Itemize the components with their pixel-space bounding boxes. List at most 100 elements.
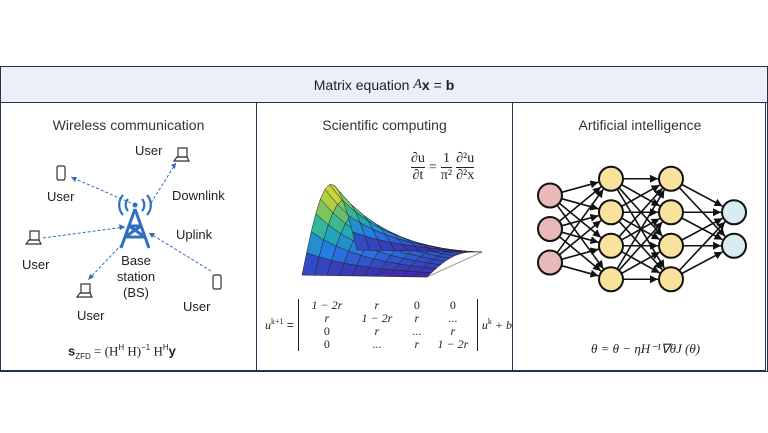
eq-part: H) — [124, 343, 142, 359]
connection-arrow — [621, 184, 661, 208]
connection-arrow — [681, 251, 723, 275]
hidden-node — [598, 199, 624, 226]
connection-arrow — [681, 217, 723, 241]
matrix-cell: 1 − 2r — [361, 311, 393, 325]
eq-part: H — [162, 343, 169, 352]
input-node — [537, 182, 563, 209]
panel-title: Wireless communication — [52, 117, 205, 133]
connection-arrow — [558, 219, 602, 256]
eq-part: H — [118, 343, 125, 352]
eq-part: −1 — [141, 343, 151, 352]
matrix-cell: r — [374, 298, 380, 312]
header-eq: = — [429, 76, 446, 93]
link-arrow — [70, 176, 132, 204]
user-label: User — [47, 189, 75, 204]
matrix-cell: ... — [412, 324, 422, 338]
user-label: User — [77, 308, 105, 323]
panel-scientific: Scientific computing ∂u ∂t = 1 π² ∂²u ∂²x u… — [256, 102, 513, 372]
output-node — [721, 232, 747, 259]
zfd-equation: sZFD = (HH H)−1 HHy — [68, 343, 176, 361]
matrix-cell: 1 − 2r — [311, 298, 343, 312]
matrix-cell: 0 — [323, 324, 330, 338]
eq-part: k — [487, 317, 492, 326]
header-text: Matrix equation — [313, 76, 414, 93]
hidden-node — [658, 165, 684, 192]
hidden-node — [598, 232, 624, 259]
eq-sign: = — [428, 159, 437, 175]
connection-arrow — [618, 221, 663, 271]
eq-part: = (H — [90, 343, 119, 359]
bs-line: Base — [121, 253, 151, 268]
eq-part: y — [168, 343, 176, 359]
matrix: 1 − 2r r 0 0 r 1 − 2r r... 0 r... r 0... r 1 − 2r — [297, 298, 478, 351]
eq-part: = — [283, 318, 294, 332]
eq-part: + b — [491, 318, 512, 332]
frac-den: π² — [440, 168, 453, 183]
link-arrow — [87, 240, 126, 281]
input-node — [537, 216, 563, 242]
matrix-cell: r — [374, 324, 380, 338]
frac-den: ∂²x — [456, 168, 475, 183]
hidden-node — [658, 232, 684, 259]
pde-equation: ∂u ∂t = 1 π² ∂²u ∂²x — [411, 151, 475, 184]
connection-arrow — [618, 187, 663, 238]
tower-icon — [118, 194, 152, 249]
eq-part: u — [265, 318, 271, 332]
iteration-equation: uk+1 = 1 − 2r r 0 0 r 1 − 2r r... 0 r... r 0... r 1 … — [265, 299, 512, 351]
frac-num: ∂u — [411, 151, 425, 168]
connection-arrow — [556, 188, 604, 254]
panel-title: Artificial intelligence — [578, 117, 702, 133]
newton-update-equation: θ = θ − ηH⁻¹∇θJ (θ) — [591, 341, 701, 356]
connection-arrow — [621, 251, 661, 275]
frac-num: ∂²u — [456, 151, 475, 168]
input-node — [537, 249, 563, 276]
connection-arrow — [561, 247, 599, 261]
connection-arrow — [678, 221, 726, 272]
matrix-cell: r — [324, 311, 330, 325]
connection-arrow — [561, 180, 599, 194]
matrix-cell: r — [414, 337, 420, 351]
connection-arrow — [558, 186, 602, 222]
panel-title: Scientific computing — [322, 117, 447, 133]
laptop-icon — [24, 230, 42, 245]
hidden-node — [598, 165, 624, 192]
hidden-node — [598, 266, 624, 293]
heat-surface-plot — [301, 184, 483, 278]
laptop-icon — [172, 147, 190, 162]
connection-arrow — [561, 264, 599, 278]
matrix-cell: 0 — [413, 298, 420, 312]
phone-icon — [212, 274, 222, 290]
matrix-cell: 1 − 2r — [437, 337, 469, 351]
link-arrow — [42, 226, 126, 239]
panel-wireless: Wireless communication User User User Us… — [0, 102, 257, 372]
header-x: x — [421, 76, 430, 93]
bs-line: station — [116, 269, 156, 284]
matrix-cell: ... — [448, 311, 458, 325]
connection-arrow — [681, 183, 723, 207]
eq-part: u — [481, 318, 488, 332]
frac-den: ∂t — [412, 168, 424, 183]
surface-cell — [352, 231, 370, 251]
wireless-diagram — [24, 147, 222, 298]
matrix-cell: ... — [372, 337, 382, 351]
header-b: b — [445, 76, 455, 93]
matrix-cell: r — [414, 311, 420, 325]
base-station-label: Base station (BS) — [114, 253, 158, 301]
eq-part: ZFD — [75, 351, 91, 361]
hidden-node — [658, 266, 684, 293]
matrix-cell: r — [450, 324, 456, 338]
eq-part: k+1 — [271, 317, 284, 326]
bs-line: (BS) — [123, 285, 149, 300]
phone-icon — [56, 165, 66, 181]
user-label: User — [183, 299, 211, 314]
uplink-label: Uplink — [176, 227, 213, 242]
header-A: A — [413, 76, 422, 92]
frac-num: 1 — [440, 151, 453, 168]
hidden-node — [658, 199, 684, 226]
eq-part: s — [68, 343, 76, 359]
downlink-label: Downlink — [172, 188, 225, 203]
laptop-icon — [75, 283, 93, 298]
user-label: User — [22, 257, 50, 272]
link-arrow — [150, 162, 177, 204]
eq-part: H — [150, 343, 163, 359]
